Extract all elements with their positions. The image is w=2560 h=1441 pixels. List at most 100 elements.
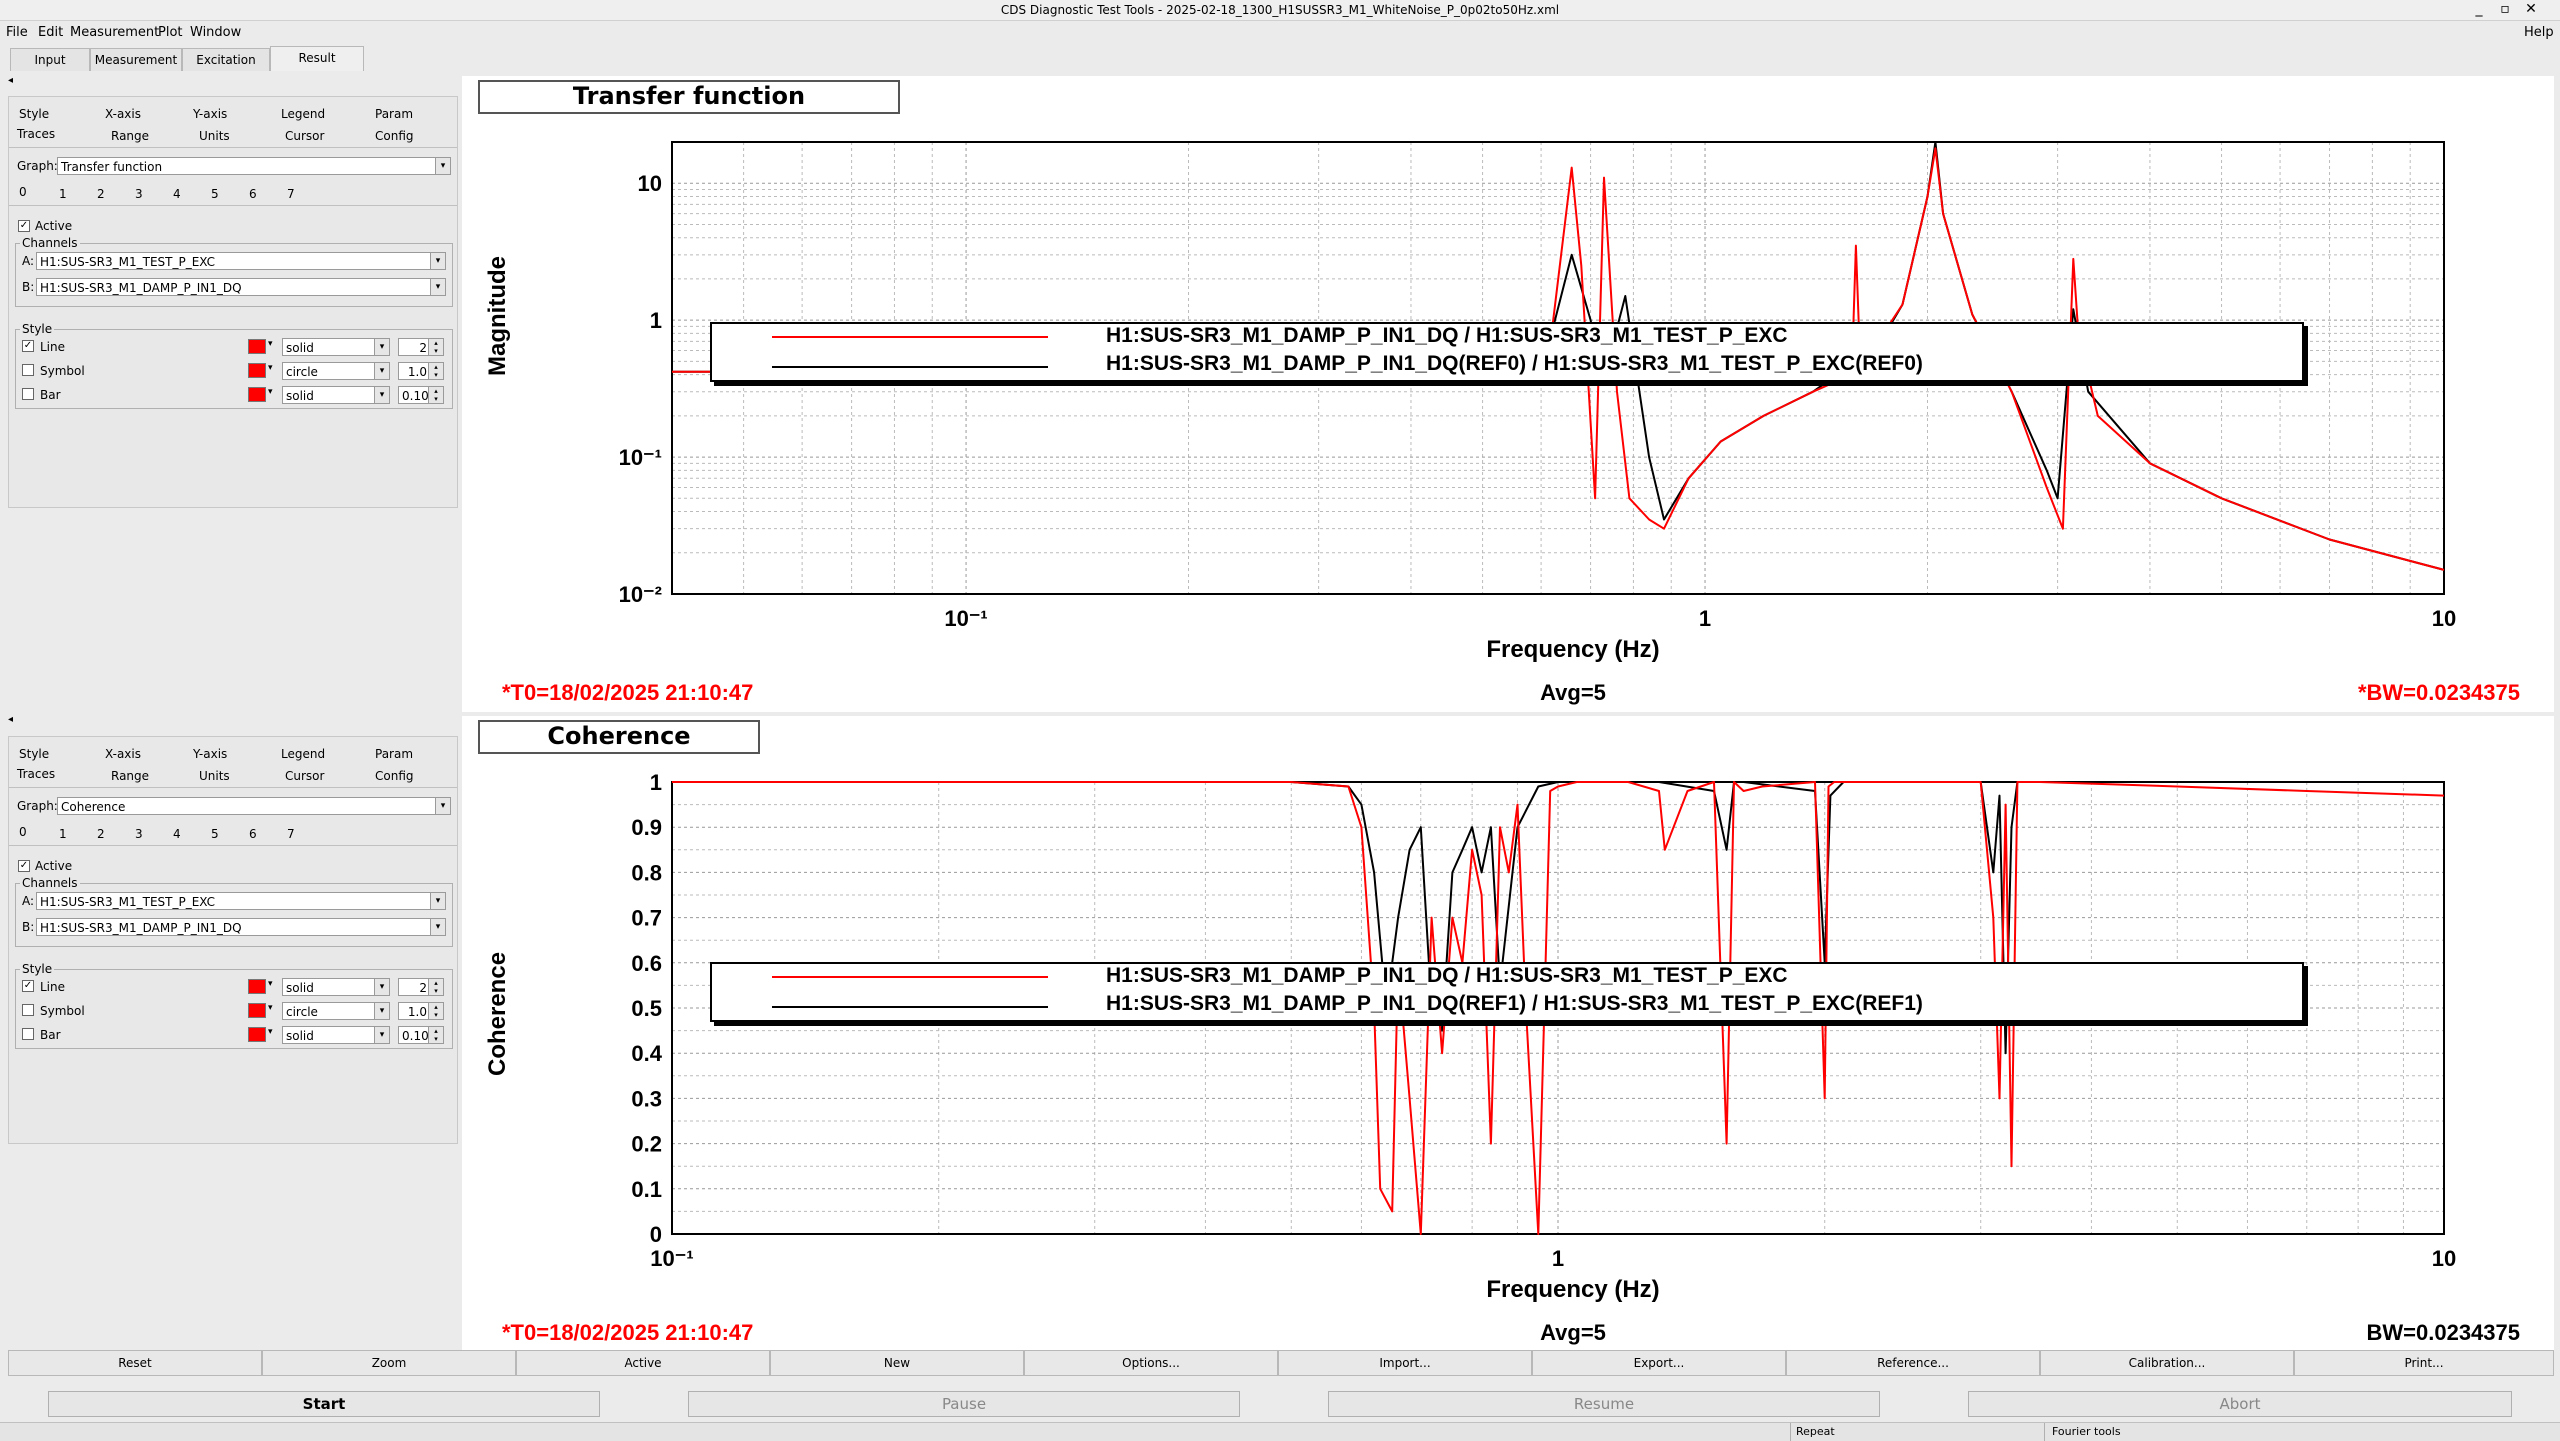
subtab-style[interactable]: Style: [19, 747, 50, 761]
bar-color-swatch[interactable]: [248, 1027, 266, 1042]
color-dropdown-icon[interactable]: ▾: [268, 979, 273, 989]
subtab-legend[interactable]: Legend: [281, 107, 326, 121]
trace-tab-1[interactable]: 1: [59, 827, 67, 841]
dropdown-arrow-icon[interactable]: ▾: [430, 253, 445, 269]
spinner-arrows-icon[interactable]: ▴ ▾: [428, 387, 443, 403]
menu-edit[interactable]: Edit: [38, 25, 64, 40]
color-dropdown-icon[interactable]: ▾: [268, 1003, 273, 1013]
subtab-param[interactable]: Param: [375, 747, 414, 761]
subtab-config[interactable]: Config: [375, 769, 414, 783]
subtab-yaxis[interactable]: Y-axis: [193, 747, 228, 761]
active-button[interactable]: Active: [516, 1350, 770, 1376]
subtab-cursor[interactable]: Cursor: [285, 129, 325, 143]
subtab-cursor[interactable]: Cursor: [285, 769, 325, 783]
bar-checkbox[interactable]: [22, 1028, 34, 1040]
line-width-spinner[interactable]: 2 ▴ ▾: [398, 978, 444, 996]
line-color-swatch[interactable]: [248, 979, 266, 994]
dropdown-arrow-icon[interactable]: ▾: [374, 979, 389, 995]
start-button[interactable]: Start: [48, 1391, 600, 1417]
trace-tab-1[interactable]: 1: [59, 187, 67, 201]
spinner-arrows-icon[interactable]: ▴ ▾: [428, 339, 443, 355]
trace-tab-6[interactable]: 6: [249, 827, 257, 841]
plot-area-transfer-function[interactable]: Transfer function 10 1 10⁻¹ 10⁻² 10⁻¹ 1 10 Mag…: [462, 76, 2554, 712]
tab-measurement[interactable]: Measurement: [90, 48, 182, 71]
trace-tab-4[interactable]: 4: [173, 827, 181, 841]
collapse-arrow-icon[interactable]: ◂: [8, 75, 14, 86]
import-button[interactable]: Import...: [1278, 1350, 1532, 1376]
dropdown-arrow-icon[interactable]: ▾: [430, 893, 445, 909]
trace-tab-2[interactable]: 2: [97, 187, 105, 201]
color-dropdown-icon[interactable]: ▾: [268, 387, 273, 397]
bar-style-select[interactable]: solid ▾: [282, 1026, 390, 1044]
symbol-color-swatch[interactable]: [248, 1003, 266, 1018]
symbol-style-select[interactable]: circle ▾: [282, 1002, 390, 1020]
menu-help[interactable]: Help: [2524, 25, 2554, 40]
subtab-xaxis[interactable]: X-axis: [105, 107, 141, 121]
graph-select[interactable]: Coherence ▾: [57, 797, 451, 815]
bar-style-select[interactable]: solid ▾: [282, 386, 390, 404]
symbol-size-spinner[interactable]: 1.0 ▴ ▾: [398, 1002, 444, 1020]
subtab-units[interactable]: Units: [199, 129, 230, 143]
bar-width-spinner[interactable]: 0.10 ▴ ▾: [398, 386, 444, 404]
trace-tab-3[interactable]: 3: [135, 827, 143, 841]
channel-b-select[interactable]: H1:SUS-SR3_M1_DAMP_P_IN1_DQ ▾: [36, 278, 446, 296]
abort-button[interactable]: Abort: [1968, 1391, 2512, 1417]
dropdown-arrow-icon[interactable]: ▾: [435, 158, 450, 174]
bar-width-spinner[interactable]: 0.10 ▴ ▾: [398, 1026, 444, 1044]
trace-tab-3[interactable]: 3: [135, 187, 143, 201]
menu-file[interactable]: File: [6, 25, 28, 40]
tab-input[interactable]: Input: [10, 48, 90, 71]
menu-measurement[interactable]: Measurement: [70, 25, 160, 40]
subtab-traces[interactable]: Traces: [17, 767, 56, 781]
minimize-icon[interactable]: _: [2475, 1, 2483, 17]
line-checkbox[interactable]: ✓: [22, 980, 34, 992]
subtab-yaxis[interactable]: Y-axis: [193, 107, 228, 121]
dropdown-arrow-icon[interactable]: ▾: [374, 1003, 389, 1019]
symbol-checkbox[interactable]: [22, 1004, 34, 1016]
spinner-arrows-icon[interactable]: ▴ ▾: [428, 1003, 443, 1019]
color-dropdown-icon[interactable]: ▾: [268, 363, 273, 373]
resume-button[interactable]: Resume: [1328, 1391, 1880, 1417]
line-width-spinner[interactable]: 2 ▴ ▾: [398, 338, 444, 356]
active-checkbox[interactable]: ✓: [18, 220, 30, 232]
pause-button[interactable]: Pause: [688, 1391, 1240, 1417]
subtab-traces[interactable]: Traces: [17, 127, 56, 141]
tab-excitation[interactable]: Excitation: [182, 48, 270, 71]
color-dropdown-icon[interactable]: ▾: [268, 1027, 273, 1037]
dropdown-arrow-icon[interactable]: ▾: [374, 363, 389, 379]
trace-tab-2[interactable]: 2: [97, 827, 105, 841]
menu-window[interactable]: Window: [190, 25, 242, 40]
dropdown-arrow-icon[interactable]: ▾: [430, 279, 445, 295]
subtab-range[interactable]: Range: [111, 769, 150, 783]
line-color-swatch[interactable]: [248, 339, 266, 354]
symbol-size-spinner[interactable]: 1.0 ▴ ▾: [398, 362, 444, 380]
spinner-arrows-icon[interactable]: ▴ ▾: [428, 979, 443, 995]
dropdown-arrow-icon[interactable]: ▾: [374, 1027, 389, 1043]
subtab-units[interactable]: Units: [199, 769, 230, 783]
trace-tab-0[interactable]: 0: [19, 825, 27, 839]
line-style-select[interactable]: solid ▾: [282, 978, 390, 996]
trace-tab-7[interactable]: 7: [287, 187, 295, 201]
trace-tab-4[interactable]: 4: [173, 187, 181, 201]
channel-b-select[interactable]: H1:SUS-SR3_M1_DAMP_P_IN1_DQ ▾: [36, 918, 446, 936]
menu-plot[interactable]: Plot: [158, 25, 183, 40]
trace-tab-0[interactable]: 0: [19, 185, 27, 199]
dropdown-arrow-icon[interactable]: ▾: [374, 339, 389, 355]
active-checkbox[interactable]: ✓: [18, 860, 30, 872]
subtab-config[interactable]: Config: [375, 129, 414, 143]
graph-select[interactable]: Transfer function ▾: [57, 157, 451, 175]
export-button[interactable]: Export...: [1532, 1350, 1786, 1376]
channel-a-select[interactable]: H1:SUS-SR3_M1_TEST_P_EXC ▾: [36, 892, 446, 910]
plot-area-coherence[interactable]: Coherence 1 0.9 0.8 0.7 0.6 0.5 0.4 0.3 0.2 0.1 0 1…: [462, 716, 2554, 1352]
calibration-button[interactable]: Calibration...: [2040, 1350, 2294, 1376]
new-button[interactable]: New: [770, 1350, 1024, 1376]
bar-checkbox[interactable]: [22, 388, 34, 400]
subtab-style[interactable]: Style: [19, 107, 50, 121]
maximize-icon[interactable]: ▫: [2500, 1, 2510, 17]
trace-tab-7[interactable]: 7: [287, 827, 295, 841]
subtab-param[interactable]: Param: [375, 107, 414, 121]
line-style-select[interactable]: solid ▾: [282, 338, 390, 356]
tab-result[interactable]: Result: [270, 46, 364, 71]
spinner-arrows-icon[interactable]: ▴ ▾: [428, 1027, 443, 1043]
trace-tab-6[interactable]: 6: [249, 187, 257, 201]
